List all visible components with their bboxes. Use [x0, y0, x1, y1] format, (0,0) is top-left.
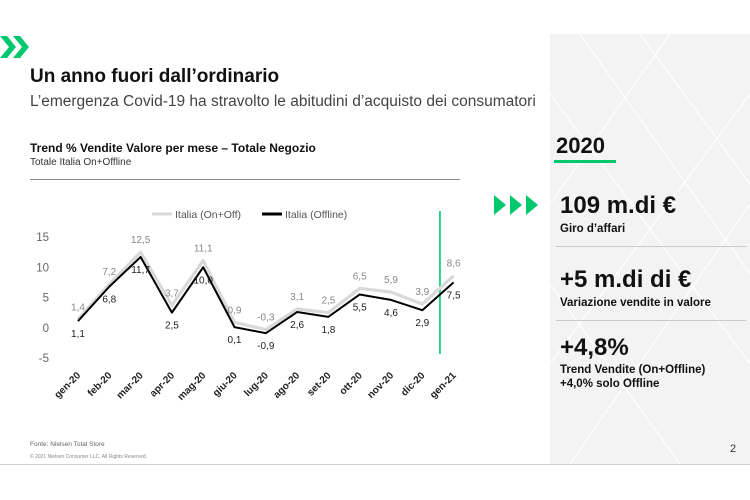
x-tick-label: ott-20 [338, 370, 365, 397]
stat-value-revenue: 109 m.di € [560, 192, 677, 219]
y-tick-label: 10 [36, 262, 49, 274]
data-label-on-off: 11,1 [194, 244, 213, 255]
y-tick-label: 15 [36, 232, 49, 244]
data-label-offline: 6,8 [102, 295, 116, 306]
data-label-offline: 1,8 [321, 325, 335, 336]
data-label-offline: 7,5 [447, 290, 461, 301]
chart-title: Trend % Vendite Valore per mese – Totale… [30, 141, 316, 155]
stat-divider [556, 246, 746, 247]
data-label-on-off: 6,5 [353, 271, 367, 282]
data-label-offline: -0,9 [257, 341, 275, 352]
data-label-offline: 2,6 [290, 320, 304, 331]
data-label-on-off: 2,5 [321, 296, 335, 307]
data-label-on-off: 8,6 [447, 259, 461, 270]
data-label-on-off: 3,9 [415, 287, 429, 298]
data-label-offline: 11,7 [131, 265, 150, 276]
data-label-on-off: 0,9 [228, 305, 242, 316]
page-number: 2 [730, 443, 737, 455]
x-tick-label: apr-20 [148, 370, 177, 399]
page-subtitle: L’emergenza Covid-19 ha stravolto le abi… [30, 93, 536, 110]
x-tick-label: gen-20 [53, 370, 84, 401]
x-tick-label: gen-21 [428, 370, 459, 401]
data-label-on-off: 3,1 [290, 292, 304, 303]
x-tick-label: mag-20 [176, 370, 209, 403]
chart-title-divider [30, 179, 460, 180]
data-label-offline: 2,5 [165, 321, 179, 332]
stat-label-trend: Trend Vendite (On+Offline) [560, 364, 706, 376]
x-tick-label: set-20 [305, 370, 334, 399]
x-tick-label: ago-20 [272, 370, 303, 401]
year-underline [554, 160, 616, 163]
y-tick-label: -5 [39, 353, 49, 365]
x-tick-label: giu-20 [211, 370, 240, 399]
year-label: 2020 [556, 133, 605, 158]
x-tick-label: lug-20 [242, 370, 271, 399]
stat-value-variation: +5 m.di di € [560, 266, 692, 293]
stat-value-trend: +4,8% [560, 334, 629, 361]
stat-label-revenue: Giro d’affari [560, 223, 626, 235]
data-label-offline: 2,9 [415, 318, 429, 329]
x-tick-label: mar-20 [115, 370, 146, 401]
data-label-on-off: -0,3 [257, 313, 275, 324]
source-note: Fonte: Nielsen Total Store [30, 441, 105, 448]
y-tick-label: 5 [43, 293, 49, 305]
data-label-offline: 5,5 [353, 302, 367, 313]
data-label-on-off: 7,2 [102, 267, 116, 278]
data-label-on-off: 5,9 [384, 275, 398, 286]
stat-label-variation: Variazione vendite in valore [560, 297, 711, 309]
x-tick-label: feb-20 [86, 370, 115, 399]
data-label-offline: 10,0 [193, 275, 213, 286]
footer-divider [0, 464, 750, 465]
stat-label-trend-offline: +4,0% solo Offline [560, 378, 660, 390]
triple-arrow-icon [494, 195, 538, 215]
series-line-offline [77, 255, 455, 335]
copyright-note: © 2021 Nielsen Consumer LLC. All Rights … [30, 454, 148, 460]
stat-divider [556, 320, 746, 321]
decorative-lines [550, 34, 750, 464]
y-tick-label: 0 [43, 323, 49, 335]
data-label-on-off: 1,4 [71, 302, 85, 313]
x-tick-label: nov-20 [366, 370, 397, 401]
legend-label-offline: Italia (Offline) [285, 209, 347, 221]
legend-label-on-off: Italia (On+Off) [175, 209, 241, 221]
data-label-offline: 0,1 [228, 335, 242, 346]
data-label-on-off: 3,7 [165, 288, 179, 299]
page-title: Un anno fuori dall’ordinario [30, 66, 280, 87]
right-panel [550, 34, 750, 464]
data-label-offline: 4,6 [384, 308, 398, 319]
chart-subtitle: Totale Italia On+Offline [30, 157, 132, 168]
series-line-on-off [76, 250, 455, 332]
data-label-on-off: 12,5 [131, 235, 151, 246]
data-label-offline: 1,1 [71, 329, 85, 340]
x-tick-label: dic-20 [399, 370, 428, 399]
brand-logo-icon [0, 36, 29, 58]
